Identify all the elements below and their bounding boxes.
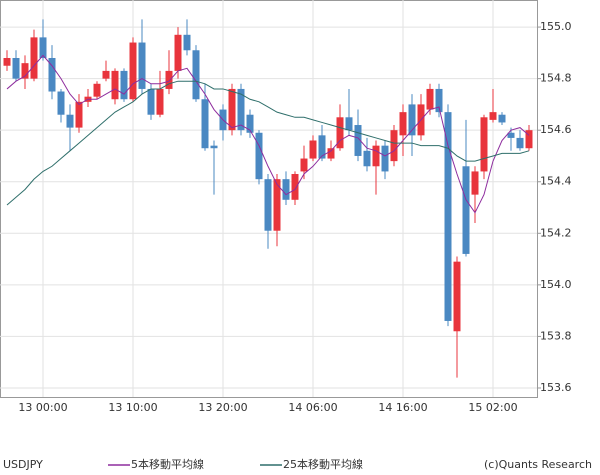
symbol: USDJPY [3, 458, 43, 471]
candle-body [408, 104, 416, 136]
candle-body [165, 70, 173, 89]
candle-body [129, 42, 137, 100]
candle-body [354, 125, 362, 156]
candle-body [318, 135, 326, 159]
candle-body [30, 37, 38, 79]
candle-body [93, 83, 101, 97]
candle-body [138, 42, 146, 89]
candle-body [183, 34, 191, 51]
candle-body [21, 63, 29, 79]
candle-body [39, 37, 47, 59]
candle-body [57, 91, 65, 115]
moving-average-line [6, 54, 530, 214]
candle-body [12, 58, 20, 79]
x-tick-label: 13 20:00 [198, 401, 247, 414]
candle-body [3, 58, 11, 66]
y-tick-label: 154.2 [540, 226, 572, 239]
candle-body [345, 117, 353, 131]
candle-body [228, 88, 236, 131]
candle-body [75, 101, 83, 128]
x-tick-label: 13 00:00 [18, 401, 67, 414]
y-tick-label: 154.0 [540, 278, 572, 291]
candle-body [390, 130, 398, 162]
candle-body [372, 145, 380, 167]
candle-body [48, 58, 56, 92]
legend-label: 5本移動平均線 [131, 457, 204, 471]
candle-body [174, 34, 182, 71]
x-tick-label: 13 10:00 [108, 401, 157, 414]
candle-body [156, 88, 164, 115]
candle-body [516, 137, 524, 149]
y-tick-label: 154.4 [540, 175, 572, 188]
candle-body [282, 179, 290, 200]
y-tick-label: 155.0 [540, 20, 572, 33]
y-tick-label: 154.8 [540, 72, 572, 85]
y-tick-label: 154.6 [540, 123, 572, 136]
y-tick-label: 153.8 [540, 329, 572, 342]
candle-body [435, 88, 443, 113]
candle-body [147, 88, 155, 115]
candle-body [489, 112, 497, 120]
candle-body [201, 99, 209, 149]
candle-body [264, 179, 272, 231]
candle-body [309, 140, 317, 159]
candle-body [507, 132, 515, 138]
candle-body [273, 179, 281, 231]
candle-body [480, 117, 488, 172]
candle-body [237, 88, 245, 131]
x-tick-label: 14 06:00 [288, 401, 337, 414]
candle-body [381, 145, 389, 172]
candle-body [444, 112, 452, 321]
candle-body [399, 112, 407, 136]
candle-body [471, 171, 479, 195]
candle-body [363, 150, 371, 167]
candle-body [525, 130, 533, 149]
x-tick-label: 14 16:00 [378, 401, 427, 414]
candle-body [255, 132, 263, 180]
candle-body [246, 114, 254, 133]
legend-label: 25本移動平均線 [283, 457, 363, 471]
candle-body [120, 70, 128, 100]
credit: (c)Quants Research [484, 458, 592, 471]
candle-body [426, 88, 434, 110]
candle-body [66, 114, 74, 128]
candle-body [453, 261, 461, 332]
candle-body [111, 70, 119, 100]
candle-body [102, 70, 110, 79]
candle-body [192, 50, 200, 100]
candle-body [327, 148, 335, 159]
candle-body [291, 174, 299, 200]
candle-body [210, 145, 218, 149]
candle-body [336, 117, 344, 149]
moving-average-line [6, 80, 530, 206]
y-tick-label: 153.6 [540, 381, 572, 394]
candle-body [300, 158, 308, 172]
candle-body [462, 166, 470, 254]
x-tick-label: 15 02:00 [468, 401, 517, 414]
candle-body [498, 114, 506, 123]
